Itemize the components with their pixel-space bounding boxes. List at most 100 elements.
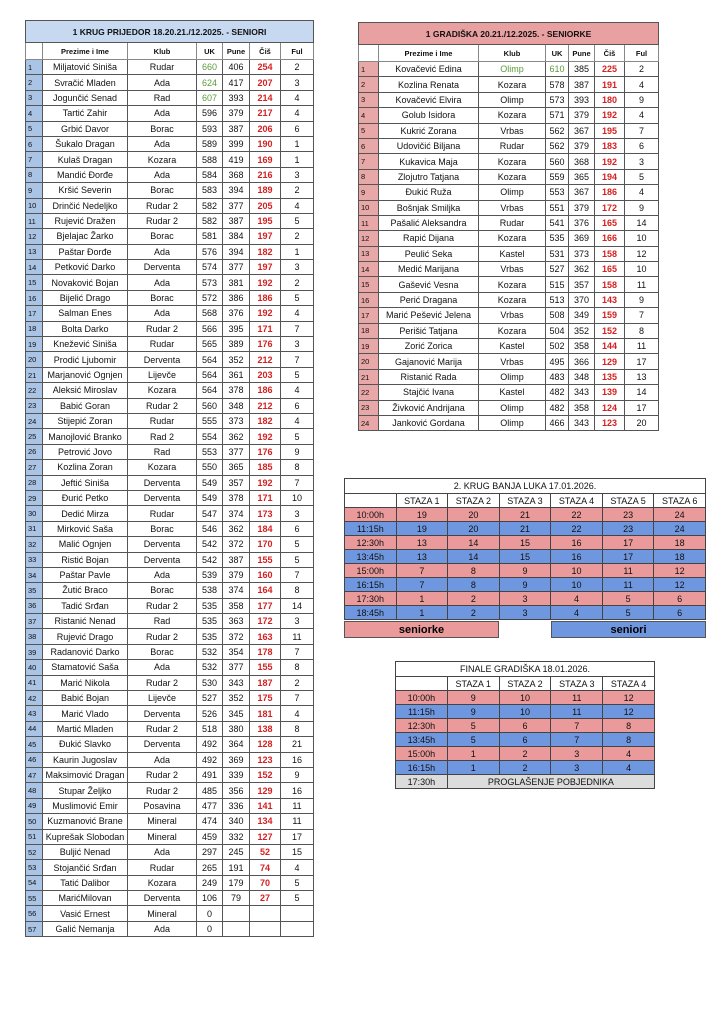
cell-name: Salman Enes: [42, 305, 128, 322]
cell-name: Kaurin Jugoslav: [42, 751, 128, 768]
lane-cell: 6: [653, 591, 706, 606]
cell-name: Šukalo Dragan: [42, 135, 128, 153]
cell-name: Đukić Ruža: [378, 184, 479, 201]
cell-club: Rudar 2: [127, 766, 197, 784]
cell-cis: 163: [249, 628, 281, 645]
table-row: 40 Stamatović Saša Ada 532 377 155 8: [25, 659, 315, 676]
lane-cell: 20: [447, 521, 500, 536]
cell-ful: 5: [279, 551, 315, 568]
cell-rank: 56: [25, 905, 43, 922]
cell-club: Ada: [127, 751, 197, 768]
cell-pune: 363: [222, 613, 250, 630]
cell-uk: 482: [545, 384, 569, 401]
cell-ful: 6: [279, 520, 315, 538]
cell-uk: 265: [196, 859, 223, 876]
table-row: 39 Radanović Darko Borac 532 354 178 7: [25, 643, 315, 661]
table-row: 17 Marić Pešević Jelena Vrbas 508 349 159 7: [358, 307, 660, 324]
cell-cis: 178: [249, 643, 281, 661]
cell-ful: 4: [279, 305, 315, 322]
cell-uk: 660: [196, 58, 223, 76]
cell-ful: 8: [623, 322, 660, 340]
lane-cell: 12: [653, 563, 706, 578]
legend-seniorke: seniorke: [344, 621, 499, 638]
cell-ful: 15: [279, 843, 315, 861]
lane-cell: 10: [550, 563, 603, 578]
cell-name: Stajčić Ivana: [378, 384, 479, 401]
cell-name: Kozlina Zoran: [42, 459, 128, 476]
cell-rank: 3: [358, 91, 379, 109]
cell-pune: [222, 920, 250, 938]
cell-ful: 3: [279, 613, 315, 630]
lane-cell: 4: [602, 746, 655, 761]
table-row: 1 Miljatović Siniša Rudar 660 406 254 2: [25, 58, 315, 76]
cell-rank: 26: [25, 443, 43, 461]
cell-ful: 21: [279, 736, 315, 753]
cell-pune: 358: [222, 597, 250, 615]
cell-cis: 170: [249, 536, 281, 553]
cell-cis: 171: [249, 489, 281, 507]
cell-uk: 607: [196, 89, 223, 107]
cell-uk: 546: [196, 520, 223, 538]
table-row: 8 Mandić Đorđe Ada 584 368 216 3: [25, 166, 315, 184]
table-row: 3 Jogunčić Senad Rad 607 393 214 4: [25, 89, 315, 107]
cell-club: Mineral: [127, 828, 197, 845]
cell-pune: 374: [222, 582, 250, 599]
cell-name: Kukrić Zorana: [378, 122, 479, 139]
cell-name: Janković Gordana: [378, 414, 479, 432]
table-row: 19 Zorić Zorica Kastel 502 358 144 11: [358, 338, 660, 355]
cell-ful: 8: [279, 720, 315, 738]
lane-cell: 6: [498, 732, 552, 747]
cell-rank: 10: [358, 199, 379, 216]
table-row: 47 Maksimović Dragan Rudar 2 491 339 152 9: [25, 766, 315, 784]
cell-name: Marić Nikola: [42, 674, 128, 692]
cell-pune: 369: [222, 751, 250, 768]
cell-uk: 535: [196, 613, 223, 630]
table-row: 30 Dedić Mirza Rudar 547 374 173 3: [25, 505, 315, 522]
header-rank: [25, 42, 43, 60]
cell-uk: 573: [196, 274, 223, 291]
cell-cis: 190: [249, 135, 281, 153]
cell-pune: 366: [568, 353, 595, 370]
schedule-row-seniorke: 15:00h 7 8 9 10 11 12: [344, 563, 706, 578]
cell-rank: 13: [358, 245, 379, 263]
cell-club: Borac: [127, 289, 197, 307]
cell-cis: 143: [594, 291, 625, 309]
cell-rank: 54: [25, 874, 43, 892]
table-row: 23 Živković Andrijana Olimp 482 358 124 17: [358, 399, 660, 416]
cell-pune: 354: [222, 643, 250, 661]
header-time: [395, 676, 448, 691]
cell-uk: 550: [196, 459, 223, 476]
time-cell: 10:00h: [395, 690, 448, 705]
cell-club: Kozara: [478, 276, 546, 293]
cell-rank: 50: [25, 813, 43, 830]
lane-cell: 18: [653, 549, 706, 564]
cell-ful: 20: [623, 414, 660, 432]
cell-ful: 14: [623, 384, 660, 401]
cell-cis: 186: [594, 184, 625, 201]
cell-uk: 564: [196, 382, 223, 399]
cell-ful: 2: [623, 60, 660, 78]
cell-ful: 11: [279, 813, 315, 830]
cell-club: Olimp: [478, 414, 546, 432]
cell-rank: 11: [358, 214, 379, 232]
lane-cell: 19: [395, 521, 449, 536]
cell-pune: 387: [222, 212, 250, 230]
table-row: 10 Drinčić Nedeljko Rudar 2 582 377 205 4: [25, 197, 315, 214]
cell-cis: 176: [249, 443, 281, 461]
lane-cell: 22: [550, 521, 603, 536]
cell-name: Muslimović Emir: [42, 797, 128, 815]
cell-ful: 9: [279, 766, 315, 784]
cell-ful: 7: [279, 351, 315, 368]
cell-name: Kuprešak Slobodan: [42, 828, 128, 845]
cell-ful: 11: [279, 628, 315, 645]
cell-cis: 141: [249, 797, 281, 815]
cell-ful: 6: [279, 120, 315, 137]
closing-time: 17:30h: [395, 774, 448, 789]
header-name: Prezime i Ime: [42, 42, 128, 60]
cell-rank: 18: [358, 322, 379, 340]
cell-name: Živković Andrijana: [378, 399, 479, 416]
cell-rank: 14: [358, 261, 379, 278]
table-row: 21 Ristanić Rada Olimp 483 348 135 13: [358, 368, 660, 386]
cell-club: Kastel: [478, 338, 546, 355]
cell-uk: 531: [545, 245, 569, 263]
